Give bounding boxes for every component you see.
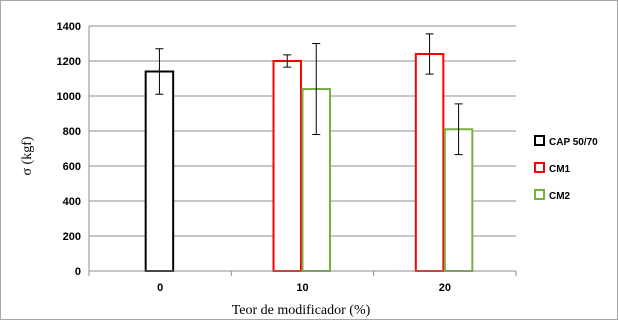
y-tick-label: 800 xyxy=(63,126,81,138)
legend-label: CM2 xyxy=(549,191,571,202)
y-tick-label: 0 xyxy=(75,266,81,278)
x-tick-label: 20 xyxy=(439,282,451,294)
bar xyxy=(272,60,302,272)
y-tick-label: 1000 xyxy=(57,91,81,103)
x-tick-label: 10 xyxy=(296,282,308,294)
axes xyxy=(88,26,517,276)
legend: CAP 50/70 CM1 CM2 xyxy=(534,135,598,202)
y-tick-label: 400 xyxy=(63,196,81,208)
bar xyxy=(144,70,175,272)
legend-swatch xyxy=(534,162,545,173)
legend-label: CM1 xyxy=(549,164,571,175)
x-tick-label: 0 xyxy=(157,282,163,294)
legend-label: CAP 50/70 xyxy=(549,137,598,148)
y-tick-label: 1200 xyxy=(57,56,81,68)
legend-swatch xyxy=(534,135,545,146)
y-tick-labels: 0 200 400 600 800 1000 1200 1400 xyxy=(57,21,81,278)
legend-swatch xyxy=(534,189,545,200)
y-tick-label: 1400 xyxy=(57,21,81,33)
y-axis-title: σ (kgf) xyxy=(20,136,35,175)
bars xyxy=(144,33,474,272)
x-axis-title: Teor de modificador (%) xyxy=(232,303,371,318)
y-tick-label: 200 xyxy=(63,231,81,243)
y-tick-label: 600 xyxy=(63,161,81,173)
x-tick-labels: 0 10 20 xyxy=(157,282,451,294)
bar xyxy=(414,53,445,272)
